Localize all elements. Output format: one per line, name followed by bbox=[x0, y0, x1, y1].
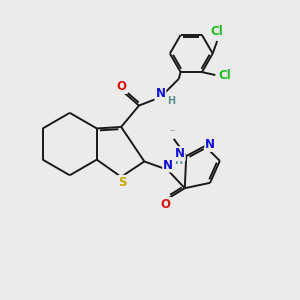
Text: H: H bbox=[174, 156, 182, 166]
Text: O: O bbox=[117, 80, 127, 93]
Text: N: N bbox=[155, 87, 165, 100]
Text: O: O bbox=[161, 198, 171, 211]
Text: Cl: Cl bbox=[211, 25, 224, 38]
Text: N: N bbox=[175, 147, 185, 160]
Text: methyl: methyl bbox=[171, 130, 176, 131]
Text: Cl: Cl bbox=[218, 69, 231, 82]
Text: S: S bbox=[118, 176, 127, 189]
Text: N: N bbox=[163, 158, 173, 172]
Text: H: H bbox=[168, 96, 176, 106]
Text: N: N bbox=[205, 138, 215, 151]
